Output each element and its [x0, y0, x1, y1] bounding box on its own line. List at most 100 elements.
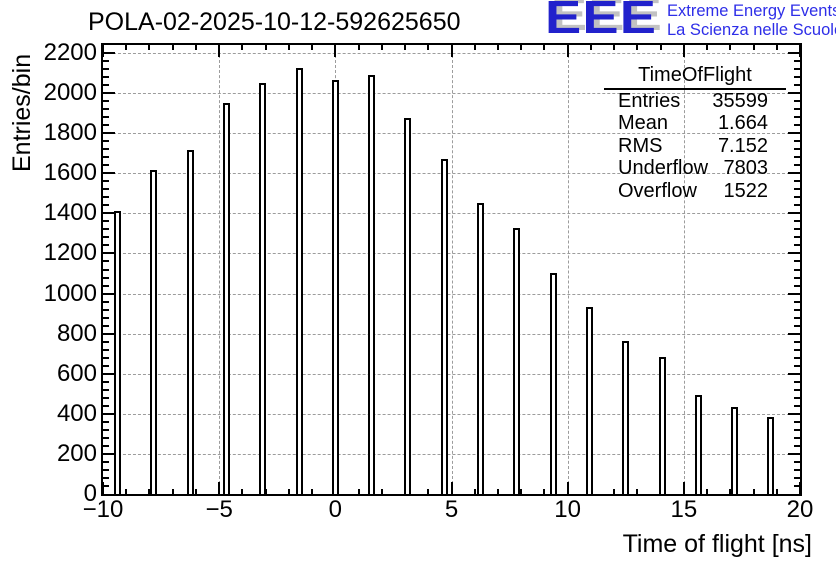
- y-axis-tick: [103, 364, 109, 367]
- x-axis-tick-top: [171, 45, 174, 50]
- y-axis-tick-right: [794, 444, 800, 447]
- stats-box: TimeOfFlight Entries 35599 Mean 1.664 RMS 7.1…: [604, 64, 786, 202]
- histogram-bar: [186, 150, 194, 494]
- y-axis-tick: [103, 52, 115, 55]
- histogram-bar: [694, 394, 702, 494]
- y-axis-tick-right: [794, 236, 800, 239]
- y-axis-tick-right: [794, 324, 800, 327]
- y-axis-tick: [103, 308, 109, 311]
- x-axis-tick: [241, 489, 244, 494]
- grid-line-vertical: [451, 45, 453, 494]
- x-axis-tick-top: [589, 45, 592, 50]
- y-axis-tick-right: [794, 84, 800, 87]
- x-axis-tick-top: [241, 45, 244, 50]
- y-tick-label: 600: [56, 359, 97, 387]
- y-axis-tick-right: [794, 284, 800, 287]
- x-axis-tick-top: [264, 45, 267, 50]
- x-axis-tick: [729, 489, 732, 494]
- x-axis-tick: [496, 489, 499, 494]
- y-axis-tick-right: [794, 76, 800, 79]
- y-axis-tick-right: [794, 60, 800, 63]
- stats-value: 1522: [723, 179, 769, 202]
- y-tick-label: 1800: [43, 119, 97, 147]
- y-axis-tick: [103, 108, 109, 111]
- y-tick-label: 1400: [43, 199, 97, 227]
- y-axis-tick-right: [788, 412, 800, 415]
- y-axis-tick-right: [794, 180, 800, 183]
- x-axis-tick-top: [194, 45, 197, 50]
- y-axis-tick: [103, 356, 109, 359]
- x-axis-tick: [194, 489, 197, 494]
- x-tick-label: −10: [82, 496, 124, 523]
- y-axis-tick: [103, 228, 109, 231]
- histogram-bar: [513, 228, 521, 494]
- x-axis-tick: [473, 489, 476, 494]
- stats-label: Underflow: [618, 157, 709, 180]
- y-axis-tick-right: [794, 148, 800, 151]
- y-axis-tick: [103, 340, 109, 343]
- x-tick-label: 10: [554, 496, 581, 523]
- y-axis-tick-right: [788, 332, 800, 335]
- x-tick-label: −5: [205, 496, 233, 523]
- stats-row: Entries 35599: [604, 90, 786, 112]
- y-axis-tick: [103, 484, 109, 487]
- y-axis-tick-right: [794, 428, 800, 431]
- x-axis-tick: [682, 482, 685, 494]
- y-axis-tick-right: [788, 172, 800, 175]
- x-axis-tick: [520, 489, 523, 494]
- x-axis-tick: [450, 482, 453, 494]
- y-axis-tick: [103, 428, 109, 431]
- y-axis-tick-right: [788, 52, 800, 55]
- y-axis-tick-right: [794, 164, 800, 167]
- stats-row: RMS 7.152: [604, 135, 786, 157]
- x-axis-tick: [287, 489, 290, 494]
- y-axis-tick-right: [794, 100, 800, 103]
- y-axis-tick: [103, 204, 109, 207]
- y-axis-tick-right: [794, 468, 800, 471]
- x-axis-tick: [566, 482, 569, 494]
- grid-line-vertical: [567, 45, 569, 494]
- y-axis-tick-right: [794, 340, 800, 343]
- x-axis-tick-top: [148, 45, 151, 50]
- y-axis-tick-right: [794, 268, 800, 271]
- eee-logo-text: Extreme Energy Events La Scienza nelle S…: [667, 2, 836, 39]
- x-axis-tick-top: [659, 45, 662, 50]
- y-tick-label: 1200: [43, 239, 97, 267]
- histogram-bar: [477, 203, 485, 494]
- y-axis-tick: [103, 92, 115, 95]
- stats-value: 7803: [723, 157, 769, 180]
- x-tick-label: 15: [670, 496, 698, 523]
- y-axis-tick: [103, 236, 109, 239]
- x-axis-tick-top: [473, 45, 476, 50]
- y-axis-tick-right: [794, 156, 800, 159]
- y-axis-tick: [103, 476, 109, 479]
- y-axis-tick: [103, 284, 109, 287]
- y-axis-tick-right: [794, 460, 800, 463]
- stats-row: Underflow 7803: [604, 157, 786, 179]
- y-axis-tick-right: [794, 300, 800, 303]
- x-tick-label: 5: [444, 496, 459, 523]
- x-axis-tick-top: [357, 45, 360, 50]
- y-axis-tick-right: [794, 380, 800, 383]
- y-axis-tick: [103, 196, 109, 199]
- x-axis-tick-top: [775, 45, 778, 50]
- x-axis-tick: [125, 489, 128, 494]
- histogram-bar: [767, 416, 775, 494]
- stats-row: Overflow 1522: [604, 180, 786, 202]
- y-axis-tick: [103, 100, 109, 103]
- grid-line-vertical: [219, 45, 221, 494]
- y-tick-label: 1000: [43, 279, 97, 307]
- x-axis-tick-top: [102, 45, 104, 57]
- eee-logo-line2: La Scienza nelle Scuole: [667, 20, 836, 39]
- y-axis-tick: [103, 300, 109, 303]
- y-axis-tick-right: [794, 348, 800, 351]
- x-axis-tick: [380, 489, 383, 494]
- y-axis-tick: [103, 292, 115, 295]
- grid-line-vertical: [683, 45, 685, 494]
- y-axis-tick: [103, 76, 109, 79]
- y-axis-tick-right: [794, 244, 800, 247]
- y-axis-tick: [103, 172, 115, 175]
- x-axis-tick: [752, 489, 755, 494]
- x-axis-tick-top: [125, 45, 128, 50]
